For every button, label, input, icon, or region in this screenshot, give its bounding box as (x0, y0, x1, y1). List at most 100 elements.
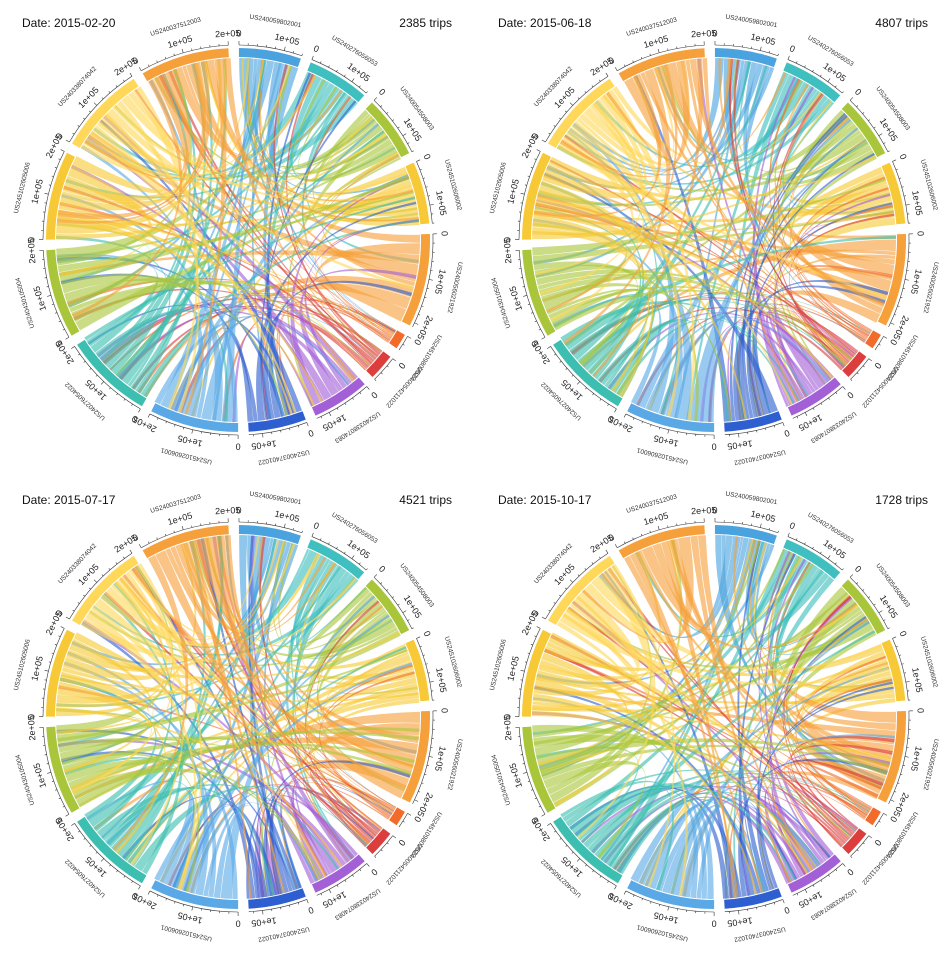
chord-ribbon (323, 157, 419, 221)
sector-band (365, 102, 410, 158)
sector-tick (336, 69, 338, 72)
sector-axis (724, 422, 783, 435)
sector-tick (328, 889, 332, 894)
tick-label: 1e+05 (505, 655, 521, 682)
sector-tick (123, 556, 125, 559)
sector-band (787, 854, 841, 893)
sector-tick (768, 50, 770, 54)
chord-ribbon (607, 312, 829, 390)
sector-band (307, 539, 365, 580)
chord-ribbon (603, 792, 801, 880)
chord-ribbon (548, 632, 868, 815)
sector-tick (148, 541, 150, 544)
sector-tick (55, 789, 58, 791)
sector-tick (868, 358, 873, 362)
sector-tick (101, 574, 104, 577)
tick-label: 1e+05 (251, 915, 277, 928)
sector-tick (297, 902, 300, 905)
sector-tick (365, 568, 368, 571)
tick-label: 0 (412, 337, 423, 346)
sector-tick (71, 346, 75, 349)
chord-ribbon (57, 190, 414, 273)
sector-axis (311, 536, 367, 571)
chord-ribbon (735, 74, 796, 420)
sector-tick (650, 901, 652, 904)
sector-tick (527, 175, 530, 177)
sector-tick (380, 105, 383, 108)
sector-axis (849, 100, 889, 152)
chord-ribbon (532, 222, 627, 312)
chord-ribbon (56, 708, 149, 762)
sector-tick (116, 393, 118, 396)
chord-ribbon (316, 612, 406, 792)
sector-tick (292, 50, 294, 54)
tick-label: 1e+05 (166, 33, 193, 50)
chord-ribbon (535, 60, 752, 278)
tick-label: 1e+05 (321, 412, 348, 433)
chord-ribbon (176, 62, 282, 413)
sector-tick (901, 663, 904, 665)
sector-band (724, 411, 782, 432)
sector-tick (842, 863, 846, 867)
chord-ribbon (742, 114, 848, 419)
sector-tick (93, 579, 98, 583)
sector-tick (905, 204, 910, 206)
chord-ribbon (594, 81, 810, 168)
tick-label: 0 (915, 231, 925, 236)
sector-name-label: US240059802001 (725, 491, 778, 507)
sector-tick (641, 898, 643, 901)
tick-label: 2e+05 (215, 505, 241, 516)
sector-tick (51, 652, 54, 654)
sector-band (46, 249, 80, 336)
tick-label: 2e+05 (215, 28, 241, 39)
sector-tick (71, 823, 75, 826)
tick-label: 1e+05 (166, 510, 193, 527)
sector-tick (62, 805, 65, 808)
sector-band (842, 351, 867, 378)
sector-tick (344, 551, 346, 554)
sector-band (77, 816, 147, 884)
sector-tick (812, 546, 814, 549)
tick-label: 1e+05 (909, 268, 924, 295)
chord-ribbon (536, 595, 638, 688)
chord-ribbon (269, 777, 395, 895)
sector-tick (157, 894, 159, 897)
tick-label: 0 (53, 815, 64, 824)
sector-tick (576, 858, 581, 862)
sector-tick (894, 314, 897, 316)
sector-axis (248, 899, 307, 912)
sector-tick (402, 820, 405, 823)
sector-tick (191, 429, 194, 434)
sector-band (877, 234, 906, 326)
sector-tick (320, 538, 322, 541)
sector-tick (411, 150, 414, 152)
tick-label: 1e+05 (29, 655, 45, 682)
sector-tick (796, 61, 798, 64)
sector-tick (380, 582, 383, 585)
sector-tick (738, 433, 740, 438)
sector-tick (51, 303, 54, 305)
sector-tick (51, 175, 54, 177)
sector-tick (878, 343, 881, 346)
chord-ribbon (752, 279, 889, 416)
sector-tick (419, 168, 422, 171)
sector-tick (262, 433, 264, 438)
sector-tick (553, 830, 556, 833)
tick-label: 1e+05 (434, 667, 448, 694)
sector-axis (74, 823, 141, 887)
sector-tick (835, 869, 838, 872)
chord-ribbon (57, 69, 191, 220)
sector-tick (614, 408, 617, 413)
tick-label: 0 (396, 361, 407, 371)
sector-tick (88, 587, 91, 590)
sector-tick (109, 864, 111, 867)
chord-ribbon (62, 58, 222, 202)
tick-label: 1e+05 (653, 433, 680, 449)
tick-label: 2e+05 (502, 238, 513, 264)
sector-band (522, 152, 551, 240)
sector-tick (429, 681, 434, 683)
sector-tick (828, 874, 830, 877)
sector-tick (796, 893, 799, 896)
sector-axis (874, 336, 884, 351)
tick-label: 0 (713, 28, 718, 38)
